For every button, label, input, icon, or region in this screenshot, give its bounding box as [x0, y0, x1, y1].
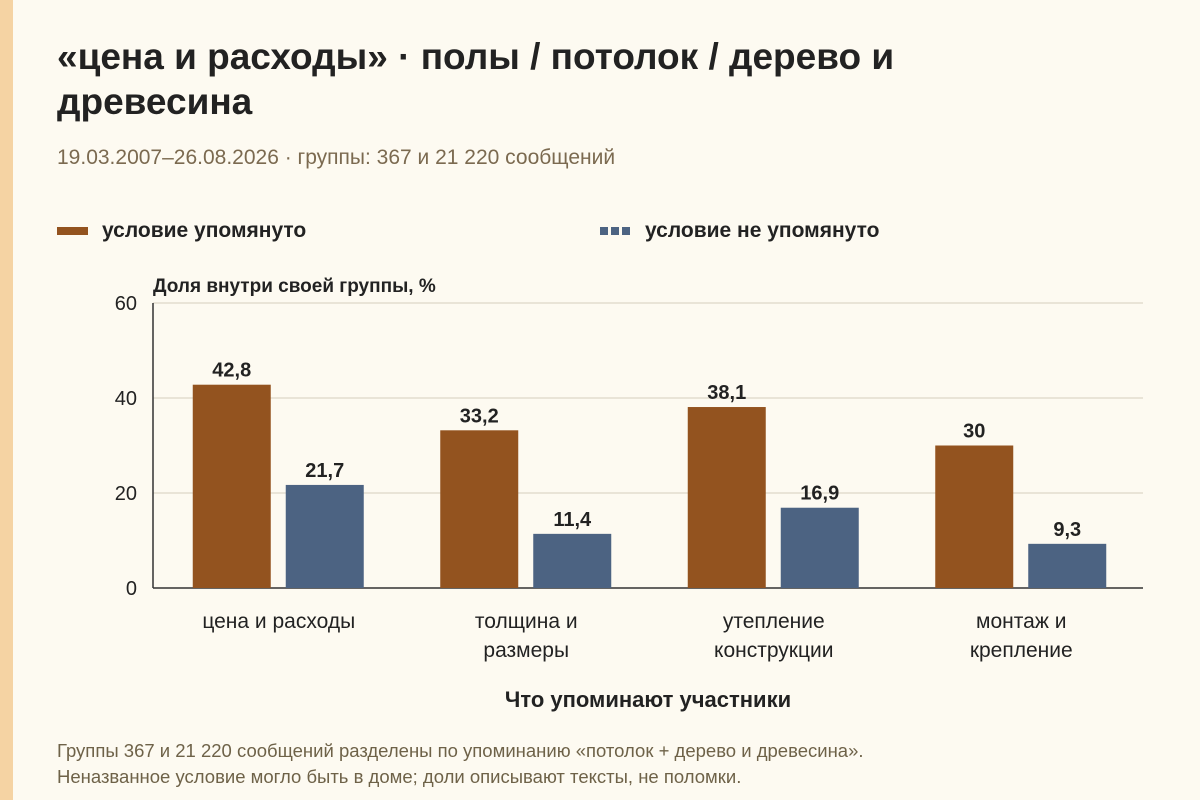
x-tick-label: размеры	[483, 639, 569, 662]
accent-bar	[0, 0, 13, 800]
y-tick-label: 40	[115, 388, 137, 410]
data-label: 9,3	[1053, 519, 1081, 541]
x-axis-label: Что упоминают участники	[505, 687, 791, 712]
data-label: 33,2	[460, 405, 499, 427]
y-tick-label: 20	[115, 483, 137, 505]
legend-item-mentioned: условие упомянуто	[57, 219, 306, 243]
bar-not-mentioned	[780, 507, 859, 588]
x-tick-label: крепление	[970, 639, 1073, 662]
data-label: 16,9	[800, 483, 839, 505]
y-tick-label: 0	[126, 578, 137, 600]
chart-title: «цена и расходы» · полы / потолок / дере…	[57, 36, 895, 122]
data-label: 42,8	[212, 360, 251, 382]
legend-label-mentioned: условие упомянуто	[102, 219, 307, 242]
bar-mentioned	[935, 445, 1014, 588]
y-axis-label: Доля внутри своей группы, %	[153, 276, 436, 297]
legend-swatch-not-mentioned	[600, 227, 631, 235]
bar-mentioned	[192, 384, 271, 588]
bar-not-mentioned	[1028, 543, 1107, 588]
data-label: 30	[963, 421, 985, 443]
legend-swatch-mentioned	[57, 227, 88, 235]
data-label: 21,7	[305, 460, 344, 482]
chart-subtitle: 19.03.2007–26.08.2026 · группы: 367 и 21…	[57, 146, 616, 169]
x-tick-label: монтаж и	[976, 610, 1066, 633]
y-tick-label: 60	[115, 293, 137, 315]
caption-line-2: Неназванное условие могло быть в доме; д…	[57, 766, 742, 787]
x-tick-label: утепление	[723, 610, 825, 633]
bar-mentioned	[440, 430, 519, 588]
caption-line-1: Группы 367 и 21 220 сообщений разделены …	[57, 740, 864, 761]
data-label: 11,4	[553, 509, 592, 531]
legend-item-not-mentioned: условие не упомянуто	[600, 219, 879, 243]
bar-not-mentioned	[533, 533, 612, 588]
bar-mentioned	[687, 407, 766, 588]
data-label: 38,1	[707, 382, 746, 404]
legend-label-not-mentioned: условие не упомянуто	[645, 219, 880, 242]
x-tick-label: конструкции	[714, 639, 833, 662]
x-tick-label: цена и расходы	[202, 610, 355, 633]
x-tick-label: толщина и	[475, 610, 578, 633]
bar-not-mentioned	[285, 484, 364, 588]
chart-caption: Группы 367 и 21 220 сообщений разделены …	[57, 738, 1157, 790]
